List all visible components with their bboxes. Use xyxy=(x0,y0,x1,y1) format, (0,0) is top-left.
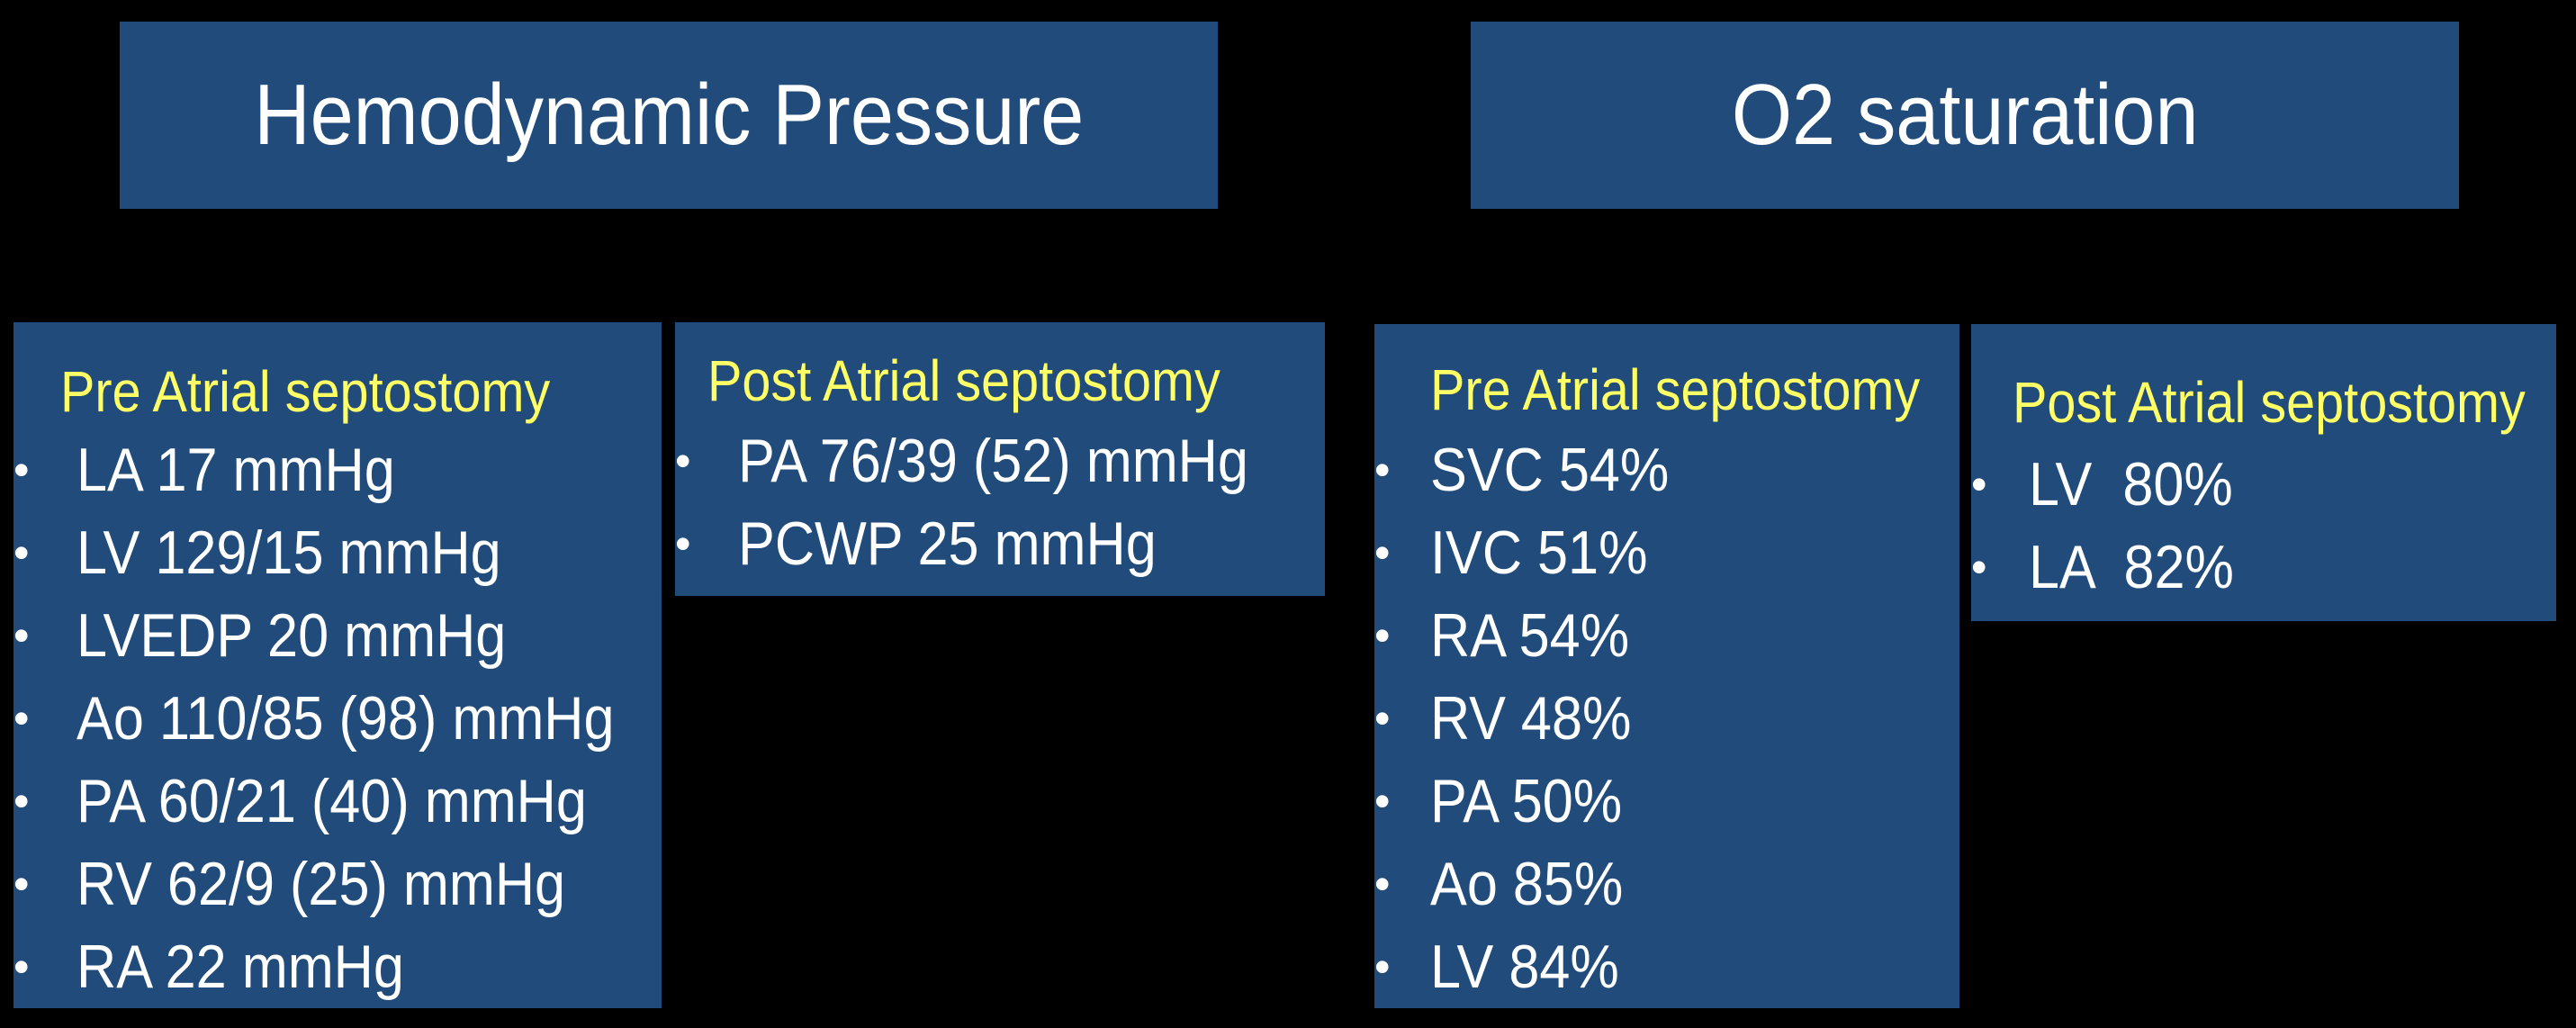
bullet-icon: • xyxy=(1374,776,1391,826)
hemodynamic-pressure-title: Hemodynamic Pressure xyxy=(254,67,1084,163)
list-item-text: LV 84% xyxy=(1430,933,1619,1001)
list-item-text: PA 60/21 (40) mmHg xyxy=(77,767,587,835)
bullet-icon: • xyxy=(1374,528,1391,578)
list-item-text: PA 76/39 (52) mmHg xyxy=(738,427,1248,495)
pressure-post-title: Post Atrial septostomy xyxy=(707,348,1220,413)
bullet-icon: • xyxy=(1971,542,1987,592)
bullet-icon: • xyxy=(14,859,30,909)
list-item-text: IVC 51% xyxy=(1430,519,1648,587)
list-item-text: LV 129/15 mmHg xyxy=(77,519,501,587)
o2-saturation-title: O2 saturation xyxy=(1731,67,2199,163)
o2-post-title: Post Atrial septostomy xyxy=(2013,370,2526,435)
list-item-text: RA 54% xyxy=(1430,601,1630,670)
list-item-text: Ao 110/85 (98) mmHg xyxy=(77,684,615,753)
bullet-icon: • xyxy=(675,519,691,569)
pressure-pre-title: Pre Atrial septostomy xyxy=(60,359,551,424)
list-item-text: Ao 85% xyxy=(1430,850,1624,918)
list-item-text: SVC 54% xyxy=(1430,436,1670,504)
bullet-icon: • xyxy=(14,445,30,495)
bullet-icon: • xyxy=(1374,610,1391,661)
bullet-icon: • xyxy=(675,436,691,486)
o2-pre-title: Pre Atrial septostomy xyxy=(1430,357,1921,422)
list-item-text: RV 48% xyxy=(1430,684,1632,753)
pressure-pre-panel: Pre Atrial septostomy • LA 17 mmHg • LV … xyxy=(14,322,662,1008)
list-item-text: LA 82% xyxy=(2029,533,2234,601)
bullet-icon: • xyxy=(14,528,30,578)
list-item-text: LA 17 mmHg xyxy=(77,436,395,504)
o2-saturation-header: O2 saturation xyxy=(1471,22,2459,209)
bullet-icon: • xyxy=(14,693,30,744)
bullet-icon: • xyxy=(1971,459,1987,509)
bullet-icon: • xyxy=(1374,445,1391,495)
o2-pre-panel: Pre Atrial septostomy • SVC 54% • IVC 51… xyxy=(1374,324,1959,1008)
o2-post-panel: Post Atrial septostomy • LV 80% • LA 82% xyxy=(1971,324,2556,621)
list-item-text: LVEDP 20 mmHg xyxy=(77,601,507,670)
list-item-text: RV 62/9 (25) mmHg xyxy=(77,850,566,918)
list-item-text: LV 80% xyxy=(2029,450,2233,519)
bullet-icon: • xyxy=(14,610,30,661)
list-item-text: PA 50% xyxy=(1430,767,1623,835)
bullet-icon: • xyxy=(1374,693,1391,744)
pressure-post-panel: Post Atrial septostomy • PA 76/39 (52) m… xyxy=(675,322,1325,596)
bullet-icon: • xyxy=(1374,859,1391,909)
hemodynamic-pressure-header: Hemodynamic Pressure xyxy=(120,22,1218,209)
bullet-icon: • xyxy=(14,942,30,992)
bullet-icon: • xyxy=(14,776,30,826)
list-item-text: PCWP 25 mmHg xyxy=(738,509,1157,578)
bullet-icon: • xyxy=(1374,942,1391,992)
list-item-text: RA 22 mmHg xyxy=(77,933,404,1001)
